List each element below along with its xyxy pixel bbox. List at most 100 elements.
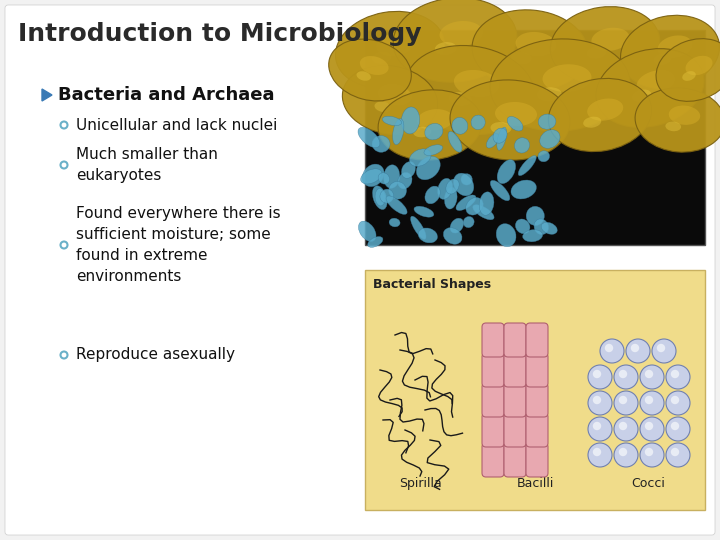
Circle shape xyxy=(614,443,638,467)
Circle shape xyxy=(671,422,679,430)
Ellipse shape xyxy=(438,178,453,199)
Ellipse shape xyxy=(621,15,719,89)
Ellipse shape xyxy=(450,80,570,160)
FancyBboxPatch shape xyxy=(365,270,705,510)
Ellipse shape xyxy=(665,122,681,131)
Ellipse shape xyxy=(507,117,523,131)
Ellipse shape xyxy=(368,237,383,247)
Ellipse shape xyxy=(685,56,713,75)
Ellipse shape xyxy=(410,149,431,166)
FancyBboxPatch shape xyxy=(526,323,548,357)
Ellipse shape xyxy=(384,165,400,188)
Ellipse shape xyxy=(539,114,556,129)
FancyBboxPatch shape xyxy=(365,30,705,245)
Ellipse shape xyxy=(425,124,443,140)
Ellipse shape xyxy=(493,128,507,143)
Ellipse shape xyxy=(378,173,390,184)
Ellipse shape xyxy=(377,32,415,56)
Circle shape xyxy=(588,443,612,467)
Ellipse shape xyxy=(359,221,376,241)
Ellipse shape xyxy=(472,10,588,90)
Ellipse shape xyxy=(435,42,456,55)
Circle shape xyxy=(640,417,664,441)
Circle shape xyxy=(618,396,627,404)
Circle shape xyxy=(60,161,68,168)
Ellipse shape xyxy=(516,32,556,56)
Text: Cocci: Cocci xyxy=(631,477,665,490)
Circle shape xyxy=(618,370,627,378)
Ellipse shape xyxy=(397,173,412,189)
Ellipse shape xyxy=(392,119,404,145)
Ellipse shape xyxy=(635,88,720,152)
Ellipse shape xyxy=(425,186,440,204)
Circle shape xyxy=(593,448,601,456)
Ellipse shape xyxy=(471,115,485,130)
Circle shape xyxy=(666,391,690,415)
Circle shape xyxy=(671,396,679,404)
Circle shape xyxy=(626,339,650,363)
FancyBboxPatch shape xyxy=(504,323,526,357)
Circle shape xyxy=(640,391,664,415)
FancyBboxPatch shape xyxy=(504,383,526,417)
Circle shape xyxy=(645,370,653,378)
Polygon shape xyxy=(42,89,52,101)
Ellipse shape xyxy=(401,107,420,134)
Ellipse shape xyxy=(378,84,411,105)
Ellipse shape xyxy=(414,206,434,217)
FancyBboxPatch shape xyxy=(504,413,526,447)
Ellipse shape xyxy=(523,230,543,242)
Ellipse shape xyxy=(540,130,560,148)
Ellipse shape xyxy=(389,218,400,227)
Circle shape xyxy=(614,417,638,441)
Circle shape xyxy=(666,365,690,389)
Ellipse shape xyxy=(454,70,499,97)
Ellipse shape xyxy=(541,222,557,234)
FancyBboxPatch shape xyxy=(5,5,715,535)
Ellipse shape xyxy=(583,117,601,128)
Ellipse shape xyxy=(487,134,499,148)
FancyBboxPatch shape xyxy=(526,413,548,447)
Ellipse shape xyxy=(498,160,516,184)
Text: Reproduce asexually: Reproduce asexually xyxy=(76,348,235,362)
Ellipse shape xyxy=(444,187,457,209)
Ellipse shape xyxy=(654,53,671,65)
Ellipse shape xyxy=(386,196,407,214)
Text: Bacteria and Archaea: Bacteria and Archaea xyxy=(58,86,274,104)
Circle shape xyxy=(631,344,639,352)
Ellipse shape xyxy=(405,45,535,134)
Ellipse shape xyxy=(450,218,464,233)
Ellipse shape xyxy=(452,117,468,134)
Circle shape xyxy=(640,365,664,389)
Ellipse shape xyxy=(418,228,438,243)
Circle shape xyxy=(652,339,676,363)
Ellipse shape xyxy=(449,92,472,105)
Ellipse shape xyxy=(537,87,562,101)
Circle shape xyxy=(588,417,612,441)
Circle shape xyxy=(666,417,690,441)
Ellipse shape xyxy=(456,195,476,211)
Ellipse shape xyxy=(410,216,426,239)
Circle shape xyxy=(671,448,679,456)
Ellipse shape xyxy=(362,164,384,187)
FancyBboxPatch shape xyxy=(482,383,504,417)
Ellipse shape xyxy=(343,65,438,134)
Ellipse shape xyxy=(511,180,536,199)
Ellipse shape xyxy=(658,36,692,58)
FancyBboxPatch shape xyxy=(504,353,526,387)
Ellipse shape xyxy=(632,90,651,102)
Ellipse shape xyxy=(588,47,606,58)
Ellipse shape xyxy=(591,28,629,51)
Text: Much smaller than
eukaryotes: Much smaller than eukaryotes xyxy=(76,147,218,183)
Ellipse shape xyxy=(329,39,411,101)
Circle shape xyxy=(593,370,601,378)
Circle shape xyxy=(588,391,612,415)
Text: Bacilli: Bacilli xyxy=(516,477,554,490)
Circle shape xyxy=(593,396,601,404)
Ellipse shape xyxy=(374,102,391,112)
Ellipse shape xyxy=(549,78,652,152)
Ellipse shape xyxy=(389,181,407,199)
Circle shape xyxy=(618,422,627,430)
Circle shape xyxy=(645,448,653,456)
Text: Bacterial Shapes: Bacterial Shapes xyxy=(373,278,491,291)
Ellipse shape xyxy=(356,71,371,81)
